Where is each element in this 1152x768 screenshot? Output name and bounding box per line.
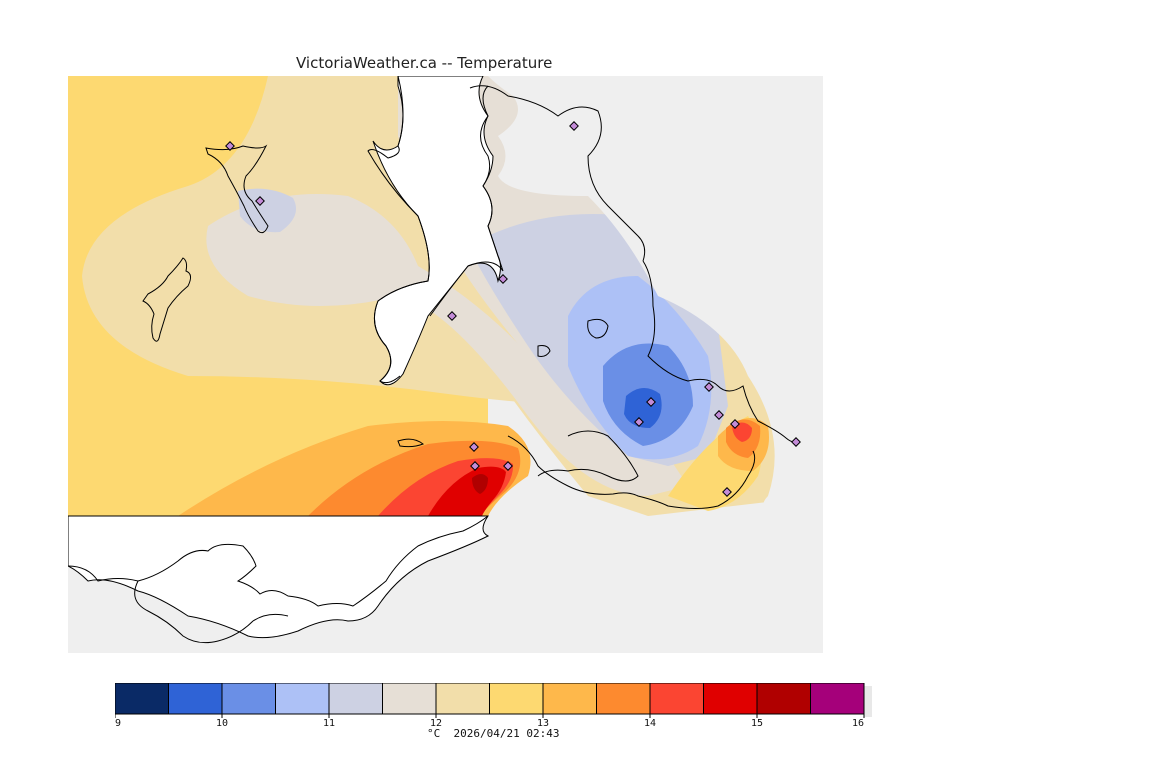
footer-label: °C 2026/04/21 02:43 <box>427 727 559 740</box>
colorbar-bin <box>596 683 651 715</box>
station-marker[interactable] <box>470 461 480 471</box>
station-marker[interactable] <box>646 397 656 407</box>
station-marker[interactable] <box>730 419 740 429</box>
colorbar-tick-label: 9 <box>115 718 121 729</box>
colorbar-tick-label: 10 <box>216 718 228 729</box>
colorbar-bin <box>435 683 490 715</box>
north-inlet <box>469 85 646 262</box>
coastlines <box>68 76 799 644</box>
contour-east-14.5 <box>732 422 752 442</box>
colorbar-tick-label: 13 <box>537 718 549 729</box>
timestamp-label: 2026/04/21 02:43 <box>453 727 560 740</box>
station-marker[interactable] <box>469 442 479 452</box>
east-shore <box>642 260 799 443</box>
small-island-2 <box>537 345 551 357</box>
contour-11.5-12 <box>206 194 688 496</box>
station-marker[interactable] <box>791 437 801 447</box>
colorbar-shadow <box>864 686 872 717</box>
station-marker[interactable] <box>255 196 265 206</box>
station-marker[interactable] <box>503 461 513 471</box>
station-marker[interactable] <box>447 311 457 321</box>
colorbar-tick-label: 15 <box>751 718 763 729</box>
colorbar-tick-label: 14 <box>644 718 656 729</box>
south-headland <box>134 580 289 644</box>
small-island-1 <box>587 318 609 339</box>
colorbar-bin <box>810 683 865 715</box>
colorbar-tick-label: 16 <box>852 718 864 729</box>
colorbar-ticks: 9 10 11 12 13 14 15 16 <box>115 714 865 729</box>
colorbar-tick-label: 12 <box>430 718 442 729</box>
contour-11-11.5-west <box>238 188 297 233</box>
station-marker[interactable] <box>569 121 579 131</box>
south-island-outline <box>68 515 489 607</box>
colorbar-bin <box>703 683 758 715</box>
colorbar-tick-label: 11 <box>323 718 335 729</box>
station-marker[interactable] <box>714 410 724 420</box>
page-title: VictoriaWeather.ca -- Temperature <box>296 54 553 72</box>
contour-9.5-10 <box>624 387 662 428</box>
colorbar-bin <box>382 683 437 715</box>
colorbar-bin <box>275 683 330 715</box>
station-marker[interactable] <box>225 141 235 151</box>
station-marker[interactable] <box>498 274 508 284</box>
water-bodies <box>68 76 823 653</box>
colorbar-bins <box>115 683 872 717</box>
colorbar-bin <box>115 683 169 715</box>
station-marker[interactable] <box>704 382 714 392</box>
temperature-colorbar: 9 10 11 12 13 14 15 16 <box>115 683 875 743</box>
unit-label: °C <box>427 727 441 740</box>
colorbar-bin <box>649 683 704 715</box>
colorbar-bin <box>221 683 276 715</box>
station-marker[interactable] <box>722 487 732 497</box>
south-shore <box>507 435 756 509</box>
contour-15-15.5 <box>472 474 488 494</box>
saanich-peninsula-east <box>429 85 504 317</box>
small-island-3 <box>397 438 424 448</box>
west-coast-inlet <box>205 144 269 234</box>
colorbar-bin <box>168 683 223 715</box>
colorbar-bin <box>489 683 544 715</box>
inner-harbour <box>537 430 639 482</box>
temperature-map[interactable] <box>68 76 823 653</box>
saanich-peninsula-west <box>367 76 430 384</box>
weather-stations[interactable] <box>225 121 801 497</box>
west-island <box>142 257 192 342</box>
colorbar-bin <box>542 683 597 715</box>
station-marker[interactable] <box>634 417 644 427</box>
colorbar-bin <box>328 683 383 715</box>
juan-de-fuca-strait <box>68 515 490 639</box>
colorbar-bin <box>756 683 811 715</box>
cordova-bay <box>488 76 823 653</box>
